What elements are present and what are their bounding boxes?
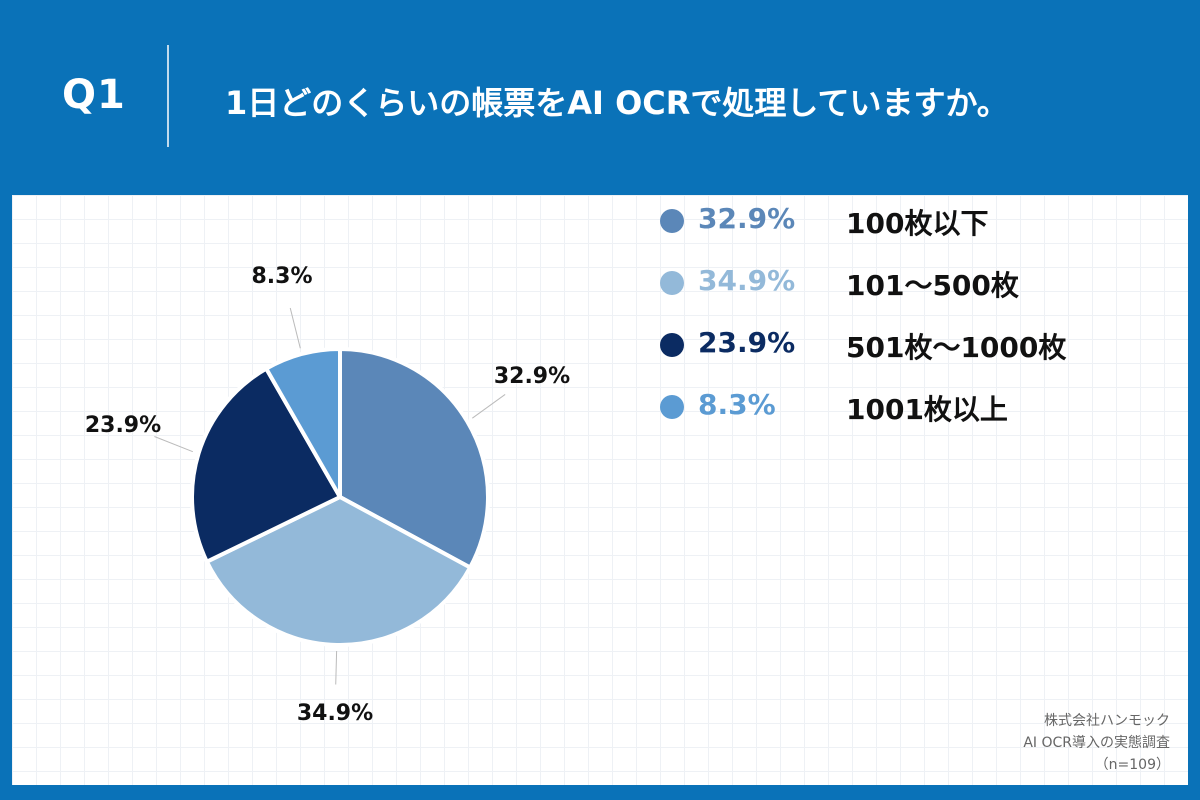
question-title: 1日どのくらいの帳票をAI OCRで処理していますか。 <box>225 84 1009 122</box>
leader-line <box>335 650 338 685</box>
legend-item-1001-or-more: 8.3% 1001枚以上 <box>650 386 1150 426</box>
pie-slices <box>190 347 490 647</box>
source-sample-size: （n=109） <box>1094 757 1170 773</box>
leader-line <box>472 394 506 419</box>
legend-swatch <box>660 271 684 295</box>
pie-value-label: 8.3% <box>251 264 312 289</box>
legend-swatch <box>660 209 684 233</box>
legend-percentage: 8.3% <box>698 388 776 421</box>
header-divider <box>167 45 169 147</box>
legend-label: 101〜500枚 <box>846 269 1019 302</box>
legend-label: 1001枚以上 <box>846 393 1008 426</box>
legend-item-501-1000: 23.9% 501枚〜1000枚 <box>650 324 1150 364</box>
pie-value-label: 23.9% <box>85 413 161 438</box>
leader-line <box>289 307 301 349</box>
legend-swatch <box>660 333 684 357</box>
legend-percentage: 32.9% <box>698 202 796 235</box>
legend-item-101-500: 34.9% 101〜500枚 <box>650 262 1150 302</box>
slice-101-500 <box>204 495 473 647</box>
source-note: 株式会社ハンモック AI OCR導入の実態調査 （n=109） <box>1023 710 1170 776</box>
legend-swatch <box>660 395 684 419</box>
slice-501-1000 <box>190 366 342 564</box>
legend-label: 100枚以下 <box>846 207 989 240</box>
legend-label: 501枚〜1000枚 <box>846 331 1067 364</box>
slice-1001-or-more <box>264 347 342 499</box>
source-survey: AI OCR導入の実態調査 <box>1023 735 1170 751</box>
slice-100-or-less <box>338 347 490 570</box>
question-number: Q1 <box>62 72 126 118</box>
legend-percentage: 34.9% <box>698 264 796 297</box>
legend-item-100-or-less: 32.9% 100枚以下 <box>650 200 1150 240</box>
pie-value-label: 32.9% <box>494 364 570 389</box>
header: Q1 1日どのくらいの帳票をAI OCRで処理していますか。 <box>0 0 1200 195</box>
legend-percentage: 23.9% <box>698 326 796 359</box>
pie-value-labels: 32.9% 34.9% 23.9% 8.3% <box>85 264 570 726</box>
source-company: 株式会社ハンモック <box>1044 713 1170 729</box>
pie-value-label: 34.9% <box>297 701 373 726</box>
leader-line <box>154 436 193 453</box>
leader-lines <box>154 307 506 685</box>
